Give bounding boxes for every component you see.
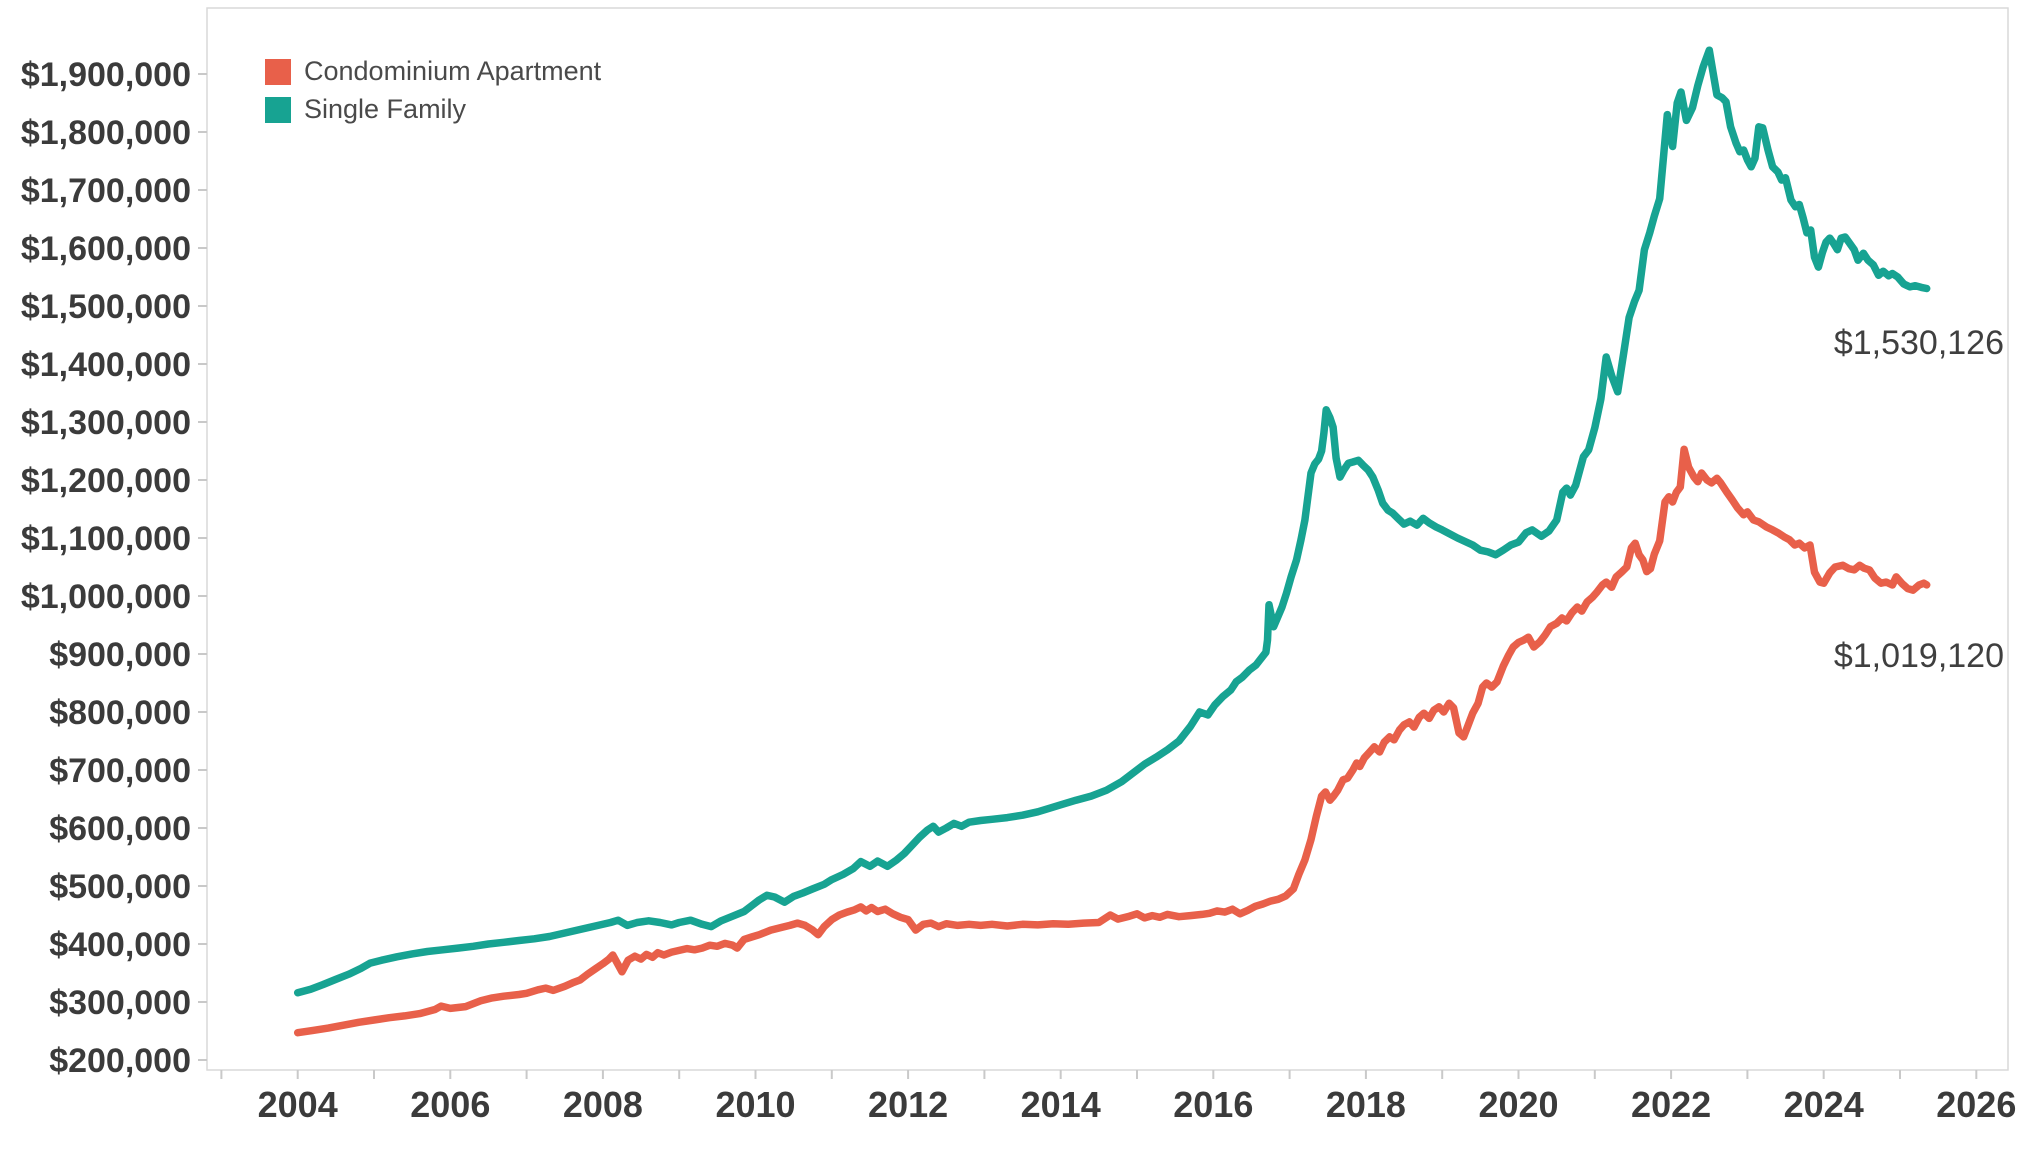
legend-item-condominium-apartment[interactable]: Condominium Apartment (265, 58, 601, 85)
y-axis-label: $500,000 (49, 868, 191, 906)
series-line-condominium-apartment[interactable] (293, 445, 1931, 1037)
y-axis-label: $1,500,000 (21, 288, 191, 326)
y-axis-label: $1,900,000 (21, 56, 191, 94)
y-axis-label: $900,000 (49, 636, 191, 674)
x-axis-label: 2012 (868, 1084, 948, 1125)
x-axis-label: 2024 (1784, 1084, 1864, 1125)
x-axis-label: 2022 (1631, 1084, 1711, 1125)
x-axis-label: 2014 (1021, 1084, 1101, 1125)
legend: Condominium Apartment Single Family (265, 58, 601, 123)
y-axis-label: $200,000 (49, 1042, 191, 1080)
x-axis-label: 2010 (715, 1084, 795, 1125)
y-axis-label: $700,000 (49, 752, 191, 790)
y-axis-label: $1,600,000 (21, 230, 191, 268)
legend-label-condominium-apartment: Condominium Apartment (304, 56, 602, 86)
x-axis-label: 2006 (410, 1084, 490, 1125)
y-axis-label: $1,700,000 (21, 172, 191, 210)
y-axis-label: $1,200,000 (21, 462, 191, 500)
x-axis-label: 2004 (258, 1084, 338, 1125)
y-axis-label: $1,800,000 (21, 114, 191, 152)
legend-label-single-family: Single Family (304, 94, 467, 124)
y-axis-label: $1,000,000 (21, 578, 191, 616)
y-axis-label: $600,000 (49, 810, 191, 848)
annotation-condominium-latest-price: $1,019,120 (1833, 637, 2004, 675)
legend-swatch-condominium-apartment (265, 58, 291, 85)
legend-swatch-single-family (265, 96, 291, 123)
x-axis-label: 2016 (1173, 1084, 1253, 1125)
y-axis-label: $400,000 (49, 926, 191, 964)
x-axis-label: 2026 (1936, 1084, 2016, 1125)
x-axis-label: 2020 (1478, 1084, 1558, 1125)
y-axis-label: $300,000 (49, 984, 191, 1022)
y-axis-label: $1,100,000 (21, 520, 191, 558)
plot-border (206, 7, 2009, 1071)
legend-item-single-family[interactable]: Single Family (265, 96, 601, 123)
x-axis-label: 2008 (563, 1084, 643, 1125)
series-line-single-family[interactable] (293, 46, 1931, 997)
x-axis-label: 2018 (1326, 1084, 1406, 1125)
y-axis-label: $800,000 (49, 694, 191, 732)
annotation-single-family-latest-price: $1,530,126 (1833, 324, 2004, 362)
y-axis-label: $1,400,000 (21, 346, 191, 384)
y-axis-label: $1,300,000 (21, 404, 191, 442)
